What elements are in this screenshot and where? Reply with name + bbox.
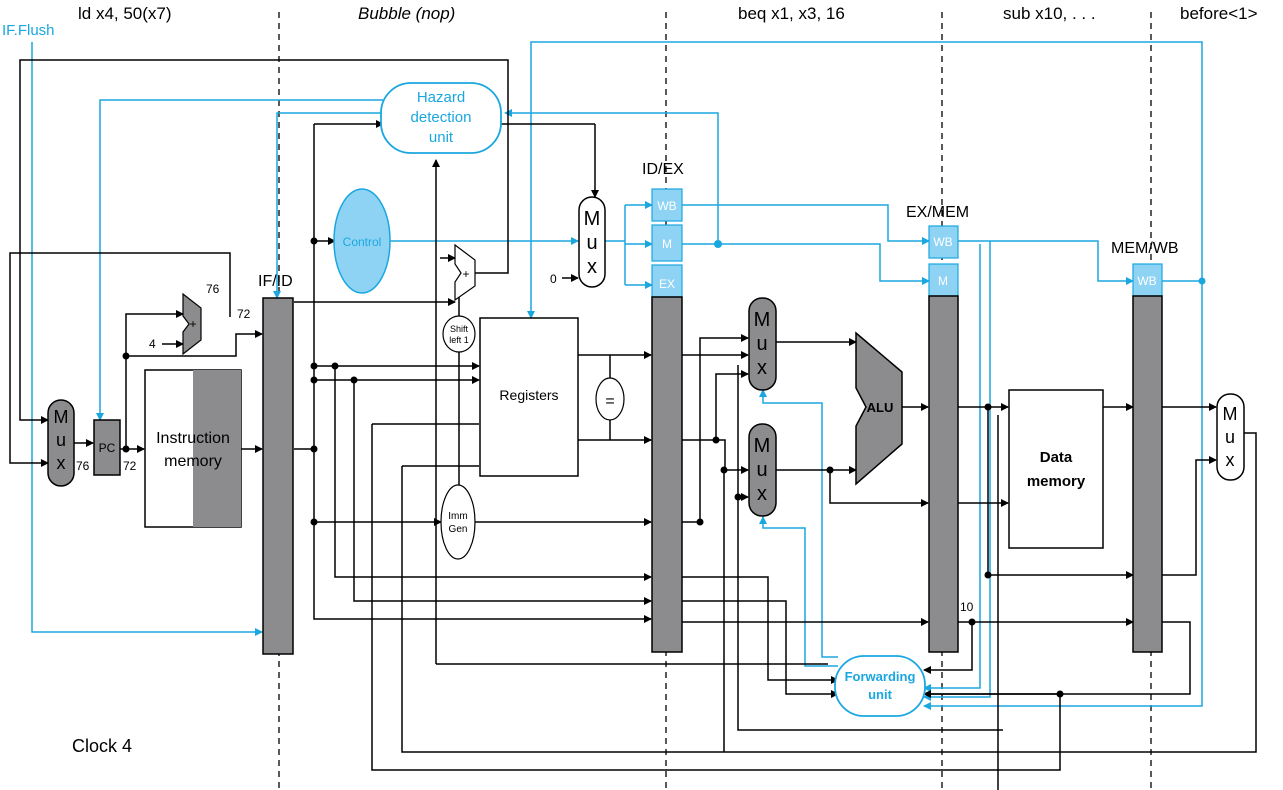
clock-label: Clock 4 <box>72 736 132 756</box>
ifid-label: IF/ID <box>258 273 293 290</box>
memwb-register: WB <box>1132 263 1163 653</box>
svg-text:u: u <box>1225 427 1235 447</box>
svg-text:Gen: Gen <box>449 524 468 535</box>
alu: ALU <box>855 331 903 486</box>
register-file: Registers <box>479 317 579 477</box>
svg-text:=: = <box>605 393 614 410</box>
rd-value: 10 <box>960 600 974 614</box>
control-unit: Control <box>333 188 391 294</box>
instruction-memory: Instruction memory <box>144 369 242 528</box>
exmem-register: WB M <box>928 225 959 653</box>
svg-text:Control: Control <box>343 235 382 249</box>
datapath-wires <box>9 59 1257 790</box>
junction-dots <box>310 237 742 526</box>
shift-left-unit: Shift left 1 <box>442 315 476 353</box>
mem-stage-label: sub x10, . . . <box>1003 4 1096 23</box>
svg-text:unit: unit <box>429 129 454 146</box>
svg-text:detection: detection <box>411 109 472 126</box>
svg-text:u: u <box>756 459 767 481</box>
branch-target-value: 76 <box>206 282 220 296</box>
svg-text:EX: EX <box>659 277 675 291</box>
svg-text:x: x <box>757 357 767 379</box>
pc-register: PC <box>93 419 121 476</box>
svg-text:Forwarding: Forwarding <box>845 669 916 684</box>
svg-text:+: + <box>462 267 469 281</box>
svg-text:M: M <box>754 435 771 457</box>
svg-text:M: M <box>938 274 948 288</box>
control-mux-zero: 0 <box>550 272 557 286</box>
svg-text:u: u <box>586 232 597 254</box>
svg-text:+: + <box>189 317 196 331</box>
svg-text:M: M <box>1223 404 1238 424</box>
branch-adder-out <box>475 268 509 274</box>
if-flush-label: IF.Flush <box>2 22 55 39</box>
svg-text:PC: PC <box>99 441 116 455</box>
pc-out-value: 72 <box>123 459 137 473</box>
branch-adder: + <box>454 243 476 302</box>
svg-text:WB: WB <box>1137 274 1156 288</box>
svg-text:u: u <box>56 430 66 450</box>
memwb-label: MEM/WB <box>1111 240 1179 257</box>
pc-plus-value: 72 <box>237 307 251 321</box>
forwarding-unit: Forwarding unit <box>834 655 926 717</box>
pc-mux: M u x <box>47 399 75 487</box>
svg-text:ALU: ALU <box>867 400 894 415</box>
svg-text:M: M <box>584 208 601 230</box>
idex-label: ID/EX <box>642 161 684 178</box>
svg-text:WB: WB <box>657 199 676 213</box>
exmem-label: EX/MEM <box>906 204 969 221</box>
svg-text:Data: Data <box>1040 449 1073 466</box>
imm-gen-unit: Imm Gen <box>440 484 476 560</box>
control-wires-blue <box>31 41 1203 710</box>
forward-mux-a: M u x <box>748 297 777 391</box>
data-memory: Data memory <box>1008 389 1104 549</box>
svg-text:u: u <box>756 333 767 355</box>
forward-mux-b: M u x <box>748 423 777 517</box>
control-mux: M u x <box>578 196 606 288</box>
svg-text:Shift: Shift <box>450 324 469 334</box>
svg-text:M: M <box>662 237 672 251</box>
svg-text:unit: unit <box>868 687 892 702</box>
svg-text:Registers: Registers <box>499 387 558 403</box>
svg-text:x: x <box>1226 450 1235 470</box>
svg-text:Imm: Imm <box>448 511 467 522</box>
svg-text:Instruction: Instruction <box>156 430 230 447</box>
svg-text:Hazard: Hazard <box>417 89 465 106</box>
hazard-detection-unit: Hazard detection unit <box>380 82 502 154</box>
svg-text:left 1: left 1 <box>449 335 469 345</box>
svg-text:x: x <box>587 256 597 278</box>
svg-text:x: x <box>57 453 66 473</box>
svg-text:memory: memory <box>164 453 222 470</box>
svg-text:memory: memory <box>1027 473 1086 490</box>
pc-in-value: 76 <box>76 459 90 473</box>
pc-increment-value: 4 <box>149 337 156 351</box>
writeback-mux: M u x <box>1216 393 1245 481</box>
svg-text:x: x <box>757 483 767 505</box>
idex-register: WB M EX <box>651 188 683 653</box>
equality-comparator: = <box>595 377 625 421</box>
svg-text:M: M <box>754 309 771 331</box>
if-stage-label: ld x4, 50(x7) <box>78 4 172 23</box>
ifid-register <box>262 297 294 655</box>
svg-text:WB: WB <box>933 235 952 249</box>
id-stage-label: Bubble (nop) <box>358 4 455 23</box>
wb-stage-label: before<1> <box>1180 4 1258 23</box>
svg-text:M: M <box>54 407 69 427</box>
ex-stage-label: beq x1, x3, 16 <box>738 4 845 23</box>
pc-adder: + <box>182 292 202 356</box>
